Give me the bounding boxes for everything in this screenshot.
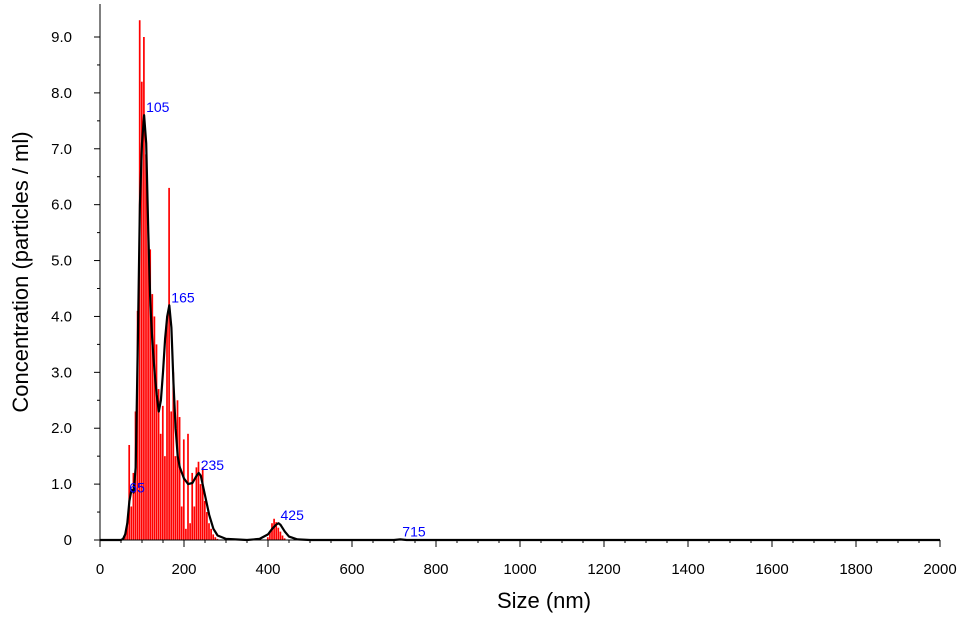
- histogram-bar: [170, 411, 173, 540]
- y-tick-label: 4.0: [51, 308, 72, 325]
- histogram-bar: [187, 433, 189, 540]
- y-tick-label: 8.0: [51, 85, 72, 102]
- histogram-bar: [149, 249, 152, 540]
- histogram-bar: [283, 538, 286, 540]
- histogram-bar: [266, 537, 269, 540]
- peak-label: 715: [402, 523, 426, 539]
- x-tick-label: 600: [339, 561, 364, 578]
- histogram-bar: [189, 523, 191, 540]
- histogram-bar: [277, 527, 280, 540]
- histogram-bar: [212, 534, 215, 540]
- histogram-bar: [214, 537, 217, 540]
- x-tick-label: 1400: [671, 561, 704, 578]
- histogram-bar: [178, 417, 181, 540]
- x-tick-label: 800: [423, 561, 448, 578]
- peak-label: 165: [171, 289, 195, 305]
- x-axis-label: Size (nm): [497, 588, 591, 613]
- histogram-bar: [155, 344, 158, 540]
- histogram-bar: [126, 523, 128, 540]
- y-tick-label: 6.0: [51, 197, 72, 214]
- histogram-bar: [172, 372, 175, 540]
- histogram-bar: [151, 294, 154, 540]
- peak-label: 105: [146, 99, 170, 115]
- histogram-bar: [191, 472, 194, 540]
- histogram-bar: [161, 405, 164, 540]
- x-tick-label: 1800: [839, 561, 872, 578]
- histogram-bar: [143, 37, 145, 540]
- histogram-bar: [153, 316, 156, 540]
- peak-label: 65: [129, 479, 145, 495]
- histogram-bar: [145, 154, 147, 540]
- histogram-bar: [203, 500, 206, 540]
- histogram-bar: [132, 472, 135, 540]
- histogram-bar: [166, 316, 168, 540]
- histogram-bar: [159, 433, 162, 540]
- histogram-bar: [168, 187, 170, 540]
- peak-annotations: 65 105 165 235 425 715: [129, 99, 426, 539]
- x-tick-label: 1000: [503, 561, 536, 578]
- y-tick-label: 3.0: [51, 364, 72, 381]
- histogram-bar: [157, 389, 160, 540]
- histogram-bar: [271, 523, 273, 540]
- histogram-bar: [210, 528, 212, 540]
- histogram-bar: [140, 81, 143, 540]
- histogram-bar: [279, 531, 282, 540]
- fit-curve-line: [100, 114, 940, 542]
- y-tick-label: 1.0: [51, 476, 72, 493]
- x-tick-label: 1600: [755, 561, 788, 578]
- y-tick-label: 7.0: [51, 141, 72, 158]
- histogram-bar: [130, 506, 133, 540]
- histogram-bar: [136, 310, 139, 540]
- y-tick-label: 0: [64, 532, 72, 549]
- x-tick-label: 400: [255, 561, 280, 578]
- histogram-bar: [201, 467, 204, 540]
- histogram-bar: [147, 227, 149, 540]
- histogram-bar: [176, 400, 179, 540]
- histogram-bar: [206, 512, 208, 540]
- peak-label: 235: [201, 457, 225, 473]
- histogram-bar: [281, 535, 284, 540]
- histogram-bar: [182, 439, 185, 540]
- y-tick-label: 2.0: [51, 420, 72, 437]
- peak-label: 425: [281, 507, 305, 523]
- histogram-bar: [269, 531, 271, 540]
- histogram-bar: [128, 444, 131, 540]
- histogram-bar: [199, 484, 202, 540]
- histogram-bar: [193, 506, 196, 540]
- histogram-bar: [275, 522, 278, 540]
- y-ticks: 0 1.0 2.0 3.0 4.0 5.0 6.0 7.0 8.0 9.0: [51, 29, 100, 549]
- y-axis-label: Concentration (particles / ml): [8, 131, 33, 412]
- x-tick-label: 1200: [587, 561, 620, 578]
- x-tick-label: 2000: [923, 561, 956, 578]
- y-tick-label: 9.0: [51, 29, 72, 46]
- fit-curve-layer: [100, 114, 940, 542]
- histogram-bar: [174, 456, 177, 540]
- histogram-bar: [197, 461, 200, 540]
- x-ticks: 0 200 400 600 800 1000 1200 1400 1600 1800 2000: [96, 540, 957, 578]
- y-tick-label: 5.0: [51, 253, 72, 270]
- histogram-bar: [164, 456, 166, 540]
- histogram-bar: [273, 518, 275, 540]
- x-tick-label: 200: [171, 561, 196, 578]
- histogram-bar: [185, 528, 187, 540]
- histogram-bar: [195, 467, 198, 540]
- histogram-bar: [180, 506, 183, 540]
- x-tick-label: 0: [96, 561, 104, 578]
- histogram-bar: [216, 538, 219, 540]
- histogram-bar: [208, 523, 210, 540]
